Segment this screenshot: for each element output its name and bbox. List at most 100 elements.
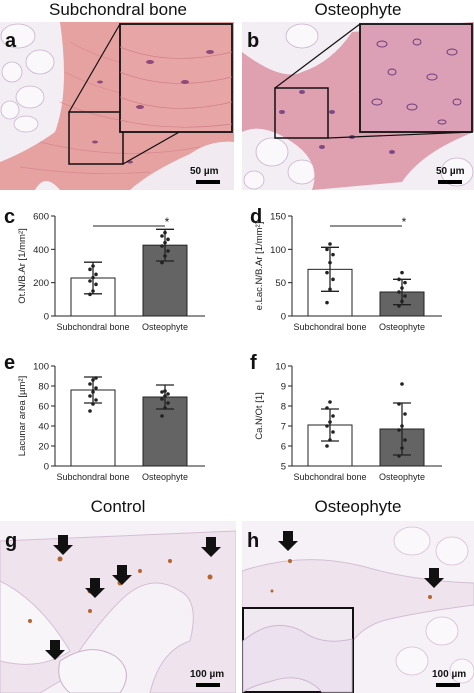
data-point <box>163 240 167 245</box>
chart-e: 0 20 40 60 80 100 Lacunar area [µm²] Subchondra… <box>17 362 205 482</box>
data-point <box>163 254 167 258</box>
x-tick-label: Osteophyte <box>379 472 425 482</box>
data-point <box>163 394 167 398</box>
y-axis-label: Ot.N/B.Ar [1/mm²] <box>17 228 28 303</box>
data-point <box>160 397 164 401</box>
significance-star: * <box>402 215 407 229</box>
ihc-image-control <box>0 521 236 693</box>
scale-bar-h <box>436 683 460 687</box>
y-tick-label: 100 <box>33 362 49 373</box>
data-point <box>400 446 404 450</box>
data-point <box>331 430 335 434</box>
y-tick-label: 60 <box>38 402 49 413</box>
scale-bar-g <box>196 683 220 687</box>
data-point <box>91 390 95 394</box>
data-point <box>403 280 407 285</box>
y-tick-label: 8 <box>281 402 286 413</box>
x-tick-label: Subchondral bone <box>56 472 129 482</box>
data-point <box>160 390 164 394</box>
data-point <box>91 264 95 268</box>
data-point <box>160 414 164 418</box>
data-point <box>397 428 401 432</box>
y-tick-label: 50 <box>275 278 286 289</box>
data-point <box>91 402 95 406</box>
panel-label-e: e <box>4 352 16 374</box>
data-point <box>397 402 401 406</box>
data-point <box>403 412 407 416</box>
data-point <box>166 237 170 242</box>
data-point <box>94 398 98 402</box>
x-tick-label: Subchondral bone <box>293 322 366 332</box>
x-tick-label: Subchondral bone <box>56 322 129 332</box>
data-point <box>325 270 329 275</box>
y-tick-label: 600 <box>33 212 49 223</box>
panel-label-h: h <box>247 530 260 552</box>
scale-text-b: 50 µm <box>436 166 465 177</box>
data-point <box>331 277 335 282</box>
panel-label-g: g <box>5 530 18 552</box>
data-point <box>94 386 98 390</box>
panel-label-c: c <box>4 206 16 228</box>
data-point <box>331 414 335 418</box>
y-tick-label: 5 <box>281 462 286 473</box>
bar-subchondral-bone <box>307 268 353 317</box>
data-point <box>325 444 329 448</box>
y-tick-label: 9 <box>281 382 286 393</box>
y-tick-label: 150 <box>270 212 286 223</box>
data-point <box>328 400 332 404</box>
header-subchondral-bone: Subchondral bone <box>48 0 187 19</box>
histology-image-subchondral-bone <box>0 22 234 190</box>
data-point <box>328 260 332 265</box>
x-tick-label: Osteophyte <box>142 472 188 482</box>
data-point <box>397 290 401 294</box>
data-point <box>163 230 167 235</box>
y-tick-label: 6 <box>281 442 286 453</box>
data-point <box>88 292 92 297</box>
y-axis-label: Ca.N/Ot [1] <box>254 392 265 440</box>
data-point <box>328 242 332 246</box>
data-point <box>94 272 98 277</box>
data-point <box>160 244 164 248</box>
histology-image-osteophyte <box>242 22 474 190</box>
data-point <box>160 234 164 238</box>
y-tick-label: 100 <box>270 245 286 256</box>
data-point <box>400 299 404 304</box>
y-tick-label: 20 <box>38 442 49 453</box>
data-point <box>328 287 332 292</box>
y-axis-label: e.Lac.N/B.Ar [1/mm²] <box>254 222 265 311</box>
y-tick-label: 10 <box>275 362 286 373</box>
significance-star: * <box>165 215 170 229</box>
scale-bar-b <box>438 180 462 184</box>
x-tick-label: Subchondral bone <box>293 472 366 482</box>
y-tick-label: 40 <box>38 422 49 433</box>
data-point <box>166 392 170 396</box>
data-point <box>88 382 92 386</box>
panel-label-b: b <box>247 30 260 52</box>
data-point <box>397 304 401 308</box>
data-point <box>400 286 404 290</box>
data-point <box>91 275 95 280</box>
y-axis-label: Lacunar area [µm²] <box>17 376 28 456</box>
x-tick-label: Osteophyte <box>379 322 425 332</box>
y-tick-label: 80 <box>38 382 49 393</box>
x-tick-label: Osteophyte <box>142 322 188 332</box>
panel-label-a: a <box>5 30 17 52</box>
y-tick-label: 400 <box>33 245 49 256</box>
scale-bar-a <box>196 180 220 184</box>
data-point <box>163 406 167 410</box>
chart-d: 0 50 100 150 e.Lac.N/B.Ar [1/mm²] Subchondral… <box>254 212 442 332</box>
data-point <box>94 376 98 380</box>
data-point <box>88 267 92 272</box>
scale-text-a: 50 µm <box>190 166 219 177</box>
data-point <box>328 420 332 424</box>
data-point <box>328 438 332 442</box>
chart-f: 5 6 7 8 9 10 Ca.N/Ot [1] Subchondral bone Osteop… <box>254 362 442 482</box>
data-point <box>91 289 95 293</box>
chart-c: 0 200 400 600 Ot.N/B.Ar [1/mm²] Subchondral b… <box>17 212 205 332</box>
y-tick-label: 0 <box>281 312 286 323</box>
data-point <box>88 409 92 413</box>
data-point <box>94 282 98 287</box>
data-point <box>163 389 167 393</box>
panel-label-d: d <box>250 206 263 228</box>
data-point <box>400 424 404 428</box>
